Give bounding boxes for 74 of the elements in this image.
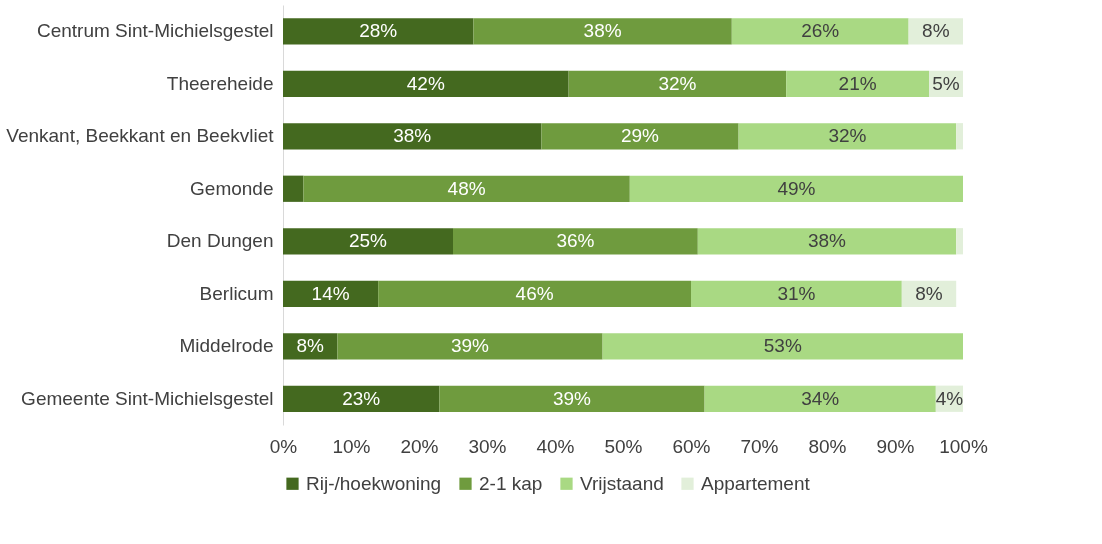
data-label: 29%: [620, 125, 660, 147]
bar: [473, 18, 732, 45]
data-label: 39%: [552, 387, 592, 409]
y-tick-label: Gemeente Sint-Michielsgestel: [21, 387, 274, 409]
x-tick-label: 30%: [468, 435, 507, 457]
x-tick-label: 90%: [876, 435, 915, 457]
x-tick-label: 10%: [332, 435, 371, 457]
x-tick-label: 40%: [536, 435, 575, 457]
bar: [283, 175, 304, 202]
data-label: 8%: [922, 20, 950, 42]
data-label: 21%: [838, 72, 877, 94]
data-label: 48%: [447, 177, 486, 199]
data-label: 5%: [932, 72, 960, 94]
data-label: 8%: [296, 335, 325, 357]
data-label: 31%: [777, 282, 816, 304]
bar: [337, 333, 603, 360]
data-label: 14%: [311, 282, 350, 304]
data-label: 49%: [777, 177, 816, 199]
bar: [283, 123, 542, 150]
legend-label: 2-1 kap: [479, 472, 543, 494]
data-label: 38%: [393, 125, 432, 147]
bar: [697, 228, 957, 255]
data-label: 39%: [450, 335, 490, 357]
data-label: 23%: [342, 387, 381, 409]
data-label: 42%: [406, 72, 445, 94]
data-label: 34%: [801, 387, 840, 409]
data-label: 38%: [583, 20, 622, 42]
data-label: 32%: [828, 125, 867, 147]
data-label: 36%: [556, 230, 595, 252]
y-tick-label: Centrum Sint-Michielsgestel: [36, 20, 274, 42]
bar: [283, 228, 453, 255]
bar: [691, 280, 902, 307]
bar: [568, 70, 787, 97]
bar: [453, 228, 698, 255]
bar: [704, 385, 936, 412]
bar: [956, 123, 963, 150]
bar: [738, 123, 957, 150]
y-tick-label: Theereheide: [166, 72, 274, 94]
bar: [283, 18, 474, 45]
y-tick-label: Den Dungen: [166, 230, 274, 252]
x-tick-label: 80%: [808, 435, 847, 457]
x-tick-label: 0%: [269, 435, 298, 457]
y-tick-label: Venkant, Beekkant en Beekvliet: [6, 125, 275, 147]
data-label: 28%: [359, 20, 398, 42]
x-tick-label: 60%: [672, 435, 711, 457]
data-label: 38%: [807, 230, 847, 252]
legend-label: Vrijstaand: [580, 472, 664, 494]
y-tick-label: Gemonde: [190, 177, 274, 199]
bar: [439, 385, 705, 412]
bar: [378, 280, 691, 307]
data-label: 8%: [915, 282, 943, 304]
legend-label: Appartement: [701, 472, 811, 494]
bar: [541, 123, 739, 150]
bar: [602, 333, 963, 360]
data-label: 32%: [658, 72, 697, 94]
data-label: 25%: [348, 230, 388, 252]
bar: [956, 228, 963, 255]
data-label: 26%: [801, 20, 840, 42]
x-tick-label: 70%: [740, 435, 779, 457]
x-tick-label: 50%: [604, 435, 643, 457]
y-tick-label: Berlicum: [199, 282, 274, 304]
x-tick-label: 100%: [939, 435, 988, 457]
bar: [283, 385, 440, 412]
y-tick-label: Middelrode: [179, 335, 274, 357]
bar: [629, 175, 963, 202]
bar: [786, 70, 929, 97]
bar: [303, 175, 630, 202]
data-label: 46%: [515, 282, 554, 304]
legend-label: Rij-/hoekwoning: [306, 472, 442, 494]
bar: [731, 18, 909, 45]
data-label: 4%: [935, 387, 964, 409]
bar: [283, 70, 569, 97]
data-label: 53%: [763, 335, 802, 357]
x-tick-label: 20%: [400, 435, 439, 457]
